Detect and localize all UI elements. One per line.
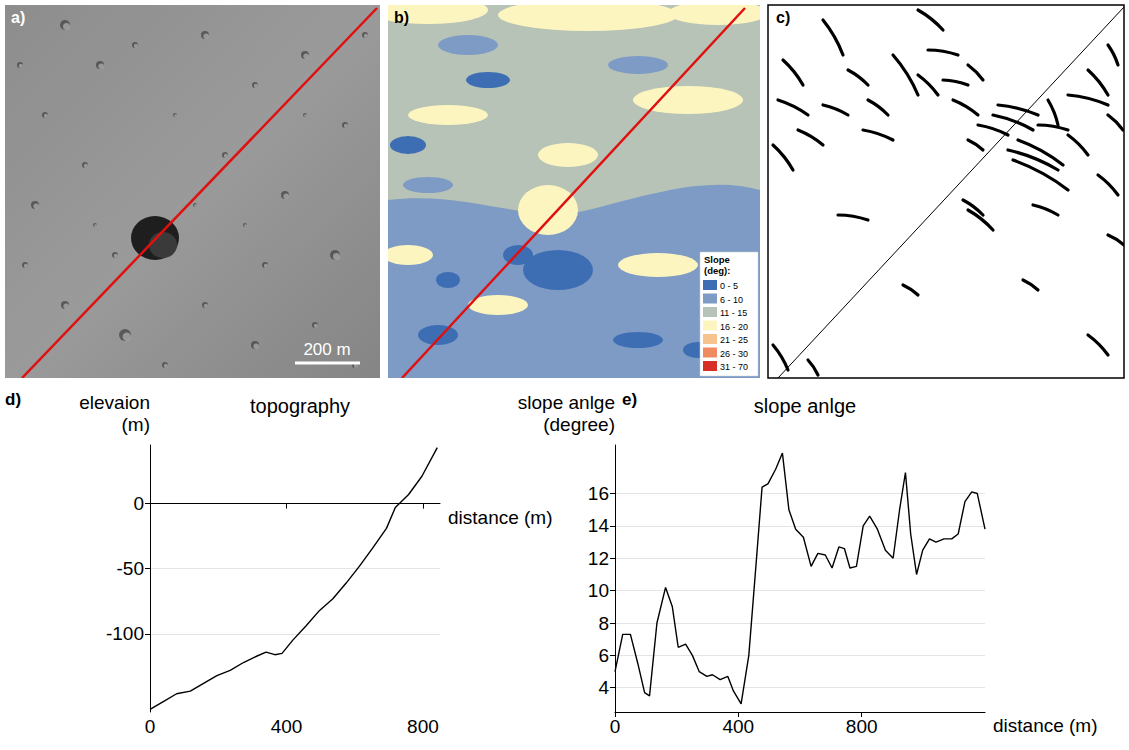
svg-text:400: 400 <box>722 716 754 737</box>
svg-text:0 - 5: 0 - 5 <box>720 281 738 291</box>
svg-text:distance (m): distance (m) <box>993 715 1098 736</box>
svg-text:-50: -50 <box>117 558 144 579</box>
svg-text:16 - 20: 16 - 20 <box>720 322 748 332</box>
svg-text:(degree): (degree) <box>543 414 615 435</box>
svg-text:800: 800 <box>407 716 439 737</box>
svg-text:(deg):: (deg): <box>704 265 730 276</box>
svg-text:200 m: 200 m <box>303 340 350 359</box>
svg-text:8: 8 <box>598 613 609 634</box>
svg-text:elevaion: elevaion <box>79 392 150 413</box>
svg-text:0: 0 <box>145 716 156 737</box>
svg-text:400: 400 <box>271 716 303 737</box>
svg-text:d): d) <box>5 390 21 409</box>
svg-text:6 - 10: 6 - 10 <box>720 295 743 305</box>
svg-text:12: 12 <box>588 548 609 569</box>
svg-text:0: 0 <box>610 716 621 737</box>
svg-text:10: 10 <box>588 580 609 601</box>
svg-text:800: 800 <box>846 716 878 737</box>
svg-text:topography: topography <box>250 395 350 417</box>
svg-text:b): b) <box>394 9 409 26</box>
svg-text:31 - 70: 31 - 70 <box>720 362 748 372</box>
svg-text:(m): (m) <box>122 414 150 435</box>
svg-text:21 - 25: 21 - 25 <box>720 335 748 345</box>
svg-text:Slope: Slope <box>704 254 730 265</box>
svg-text:c): c) <box>776 9 790 26</box>
svg-text:distance (m): distance (m) <box>448 507 553 528</box>
svg-text:4: 4 <box>598 677 609 698</box>
svg-text:-100: -100 <box>106 623 144 644</box>
svg-text:26 - 30: 26 - 30 <box>720 349 748 359</box>
svg-text:16: 16 <box>588 483 609 504</box>
svg-text:a): a) <box>11 9 25 26</box>
svg-text:11 - 15: 11 - 15 <box>720 308 747 318</box>
svg-text:14: 14 <box>588 515 610 536</box>
svg-text:6: 6 <box>598 645 609 666</box>
svg-text:0: 0 <box>133 493 144 514</box>
svg-text:slope anlge: slope anlge <box>518 392 615 413</box>
svg-text:slope anlge: slope anlge <box>754 395 856 417</box>
svg-text:e): e) <box>622 390 637 409</box>
